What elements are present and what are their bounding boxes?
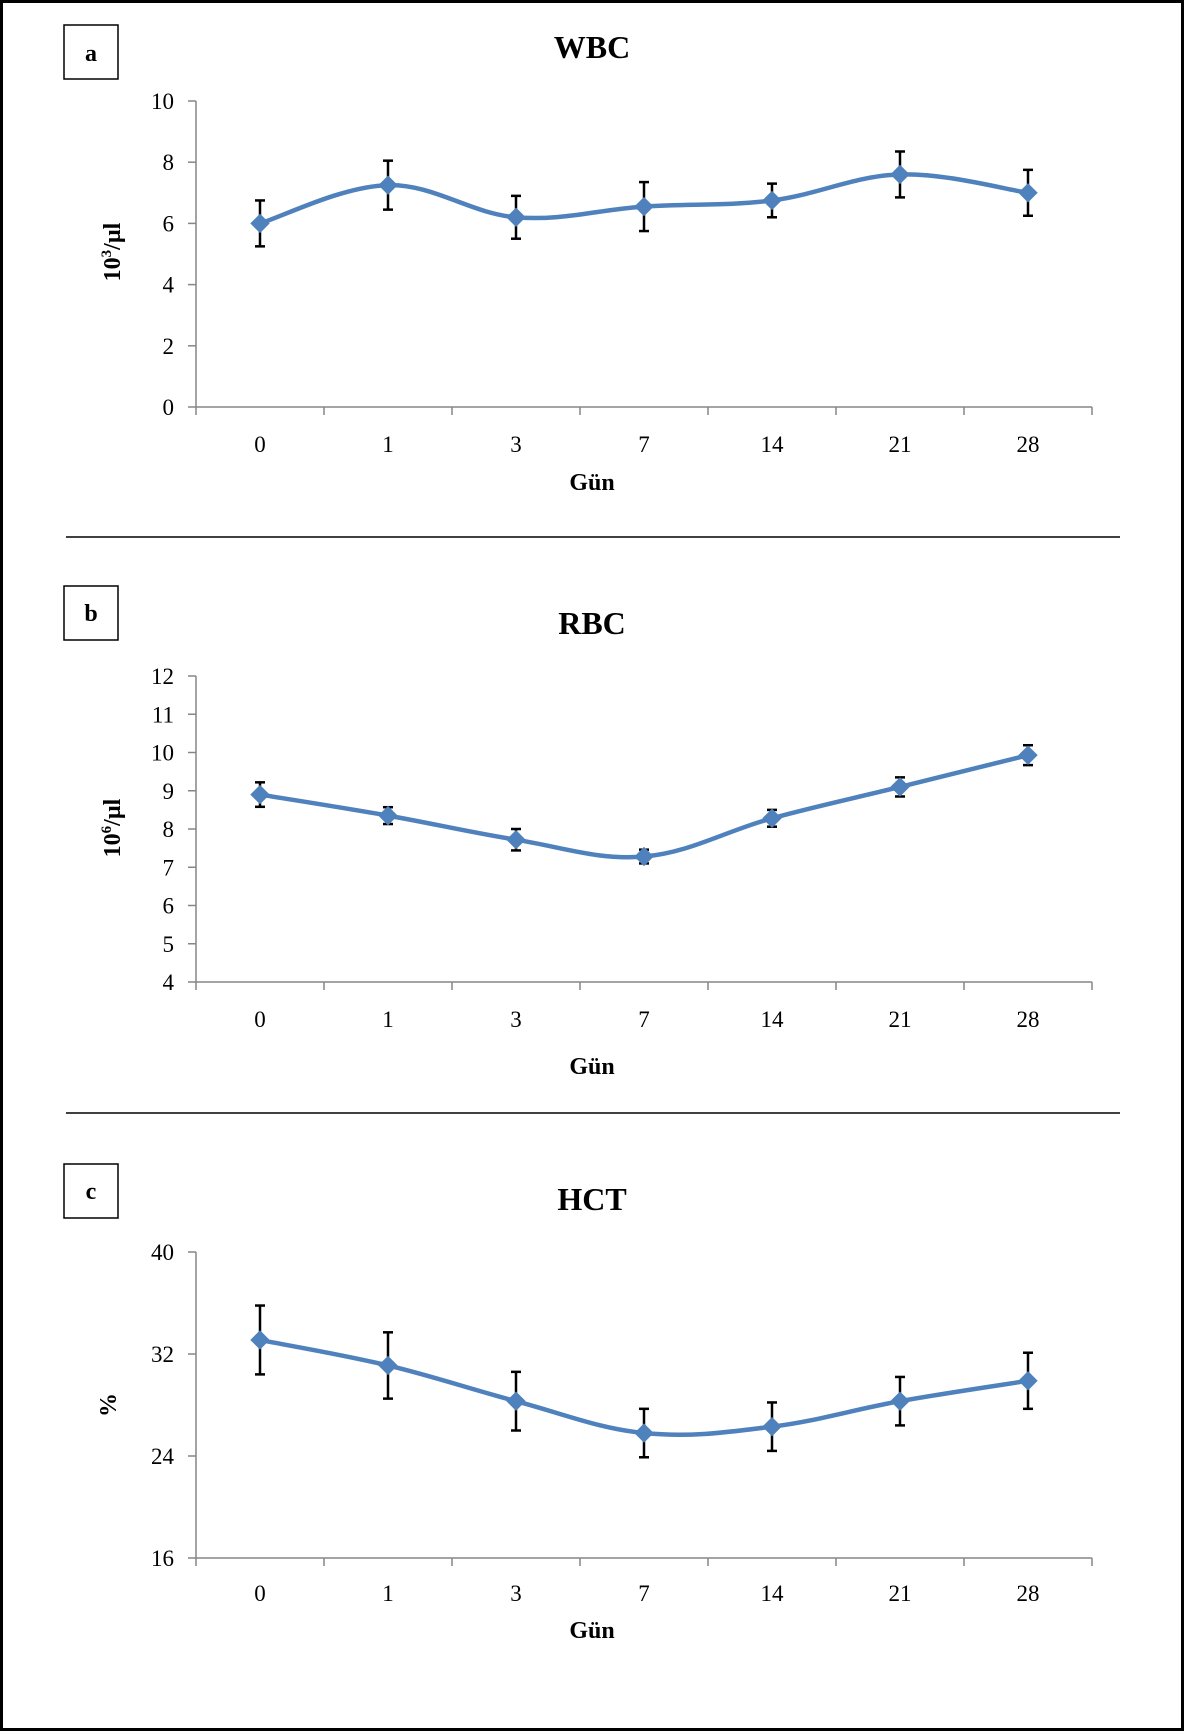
- chart-panel-c: c HCT Gün % 16 24 32 40 0 1 3 7 14 21 28: [63, 1163, 1093, 1644]
- y-tick-label: 11: [152, 702, 174, 727]
- x-tick-label: 3: [510, 1581, 522, 1606]
- y-tick-label: 12: [151, 664, 174, 689]
- y-tick-label: 10: [151, 741, 174, 766]
- x-tick-label: 21: [889, 432, 912, 457]
- y-tick-label: 6: [163, 211, 175, 236]
- y-axis-label: %: [96, 1393, 122, 1417]
- x-tick-label: 14: [761, 432, 785, 457]
- y-axis-label-base: 10: [100, 257, 126, 281]
- panel-label: c: [86, 1179, 97, 1205]
- x-tick-label: 14: [761, 1581, 785, 1606]
- data-point: [762, 190, 782, 211]
- y-tick-label: 24: [151, 1444, 175, 1469]
- x-tick-label: 3: [510, 432, 522, 457]
- data-point: [506, 830, 526, 850]
- y-axis-label-base: %: [96, 1393, 122, 1417]
- data-point: [1018, 183, 1038, 203]
- x-tick-label: 0: [254, 432, 266, 457]
- data-point: [762, 808, 782, 828]
- data-point: [250, 784, 270, 805]
- y-tick-label: 10: [151, 89, 174, 114]
- plot-area: 16 24 32 40 0 1 3 7 14 21 28: [151, 1240, 1093, 1606]
- y-axis-label: 103/µl: [99, 222, 126, 281]
- y-axis-label-base: 10: [100, 833, 126, 857]
- data-point: [378, 175, 398, 195]
- data-point: [634, 1423, 654, 1443]
- x-tick-label: 7: [638, 432, 650, 457]
- y-tick-label: 2: [163, 334, 175, 359]
- x-tick-label: 7: [638, 1581, 650, 1606]
- y-axis-label-superscript: 6: [99, 825, 115, 833]
- y-tick-label: 8: [163, 150, 175, 175]
- data-point: [506, 207, 526, 227]
- y-tick-label: 40: [151, 1240, 174, 1265]
- chart-title: WBC: [554, 29, 630, 65]
- data-point: [634, 846, 654, 867]
- panel-label-box: [63, 24, 119, 80]
- x-tick-label: 3: [510, 1007, 522, 1032]
- data-point: [890, 164, 910, 185]
- panel-label: b: [84, 601, 97, 627]
- y-tick-label: 6: [163, 894, 175, 919]
- y-axis-label-unit: /µl: [100, 798, 126, 826]
- plot-area: 4 5 6 7 8 9 10 11 12 0 1 3 7 14 21 28: [151, 664, 1093, 1032]
- data-point: [1018, 1371, 1038, 1391]
- x-tick-label: 0: [254, 1581, 266, 1606]
- y-tick-label: 7: [163, 855, 175, 880]
- y-tick-label: 9: [163, 779, 175, 804]
- x-tick-label: 1: [382, 1007, 394, 1032]
- data-point: [250, 213, 270, 234]
- data-point: [890, 777, 910, 797]
- panel-label: a: [85, 41, 97, 67]
- x-tick-label: 21: [889, 1581, 912, 1606]
- y-tick-label: 4: [163, 273, 175, 298]
- x-tick-label: 1: [382, 432, 394, 457]
- panel-label-box: [63, 1163, 119, 1219]
- x-axis-label: Gün: [569, 1054, 614, 1080]
- x-tick-label: 21: [889, 1007, 912, 1032]
- data-point: [1018, 745, 1038, 765]
- y-axis-label-unit: /µl: [100, 222, 126, 250]
- x-tick-label: 28: [1017, 1007, 1040, 1032]
- x-tick-label: 28: [1017, 432, 1040, 457]
- y-tick-label: 5: [163, 932, 175, 957]
- x-tick-label: 0: [254, 1007, 266, 1032]
- data-point: [890, 1391, 910, 1411]
- y-tick-label: 4: [163, 970, 175, 995]
- panel-label-box: [63, 585, 119, 641]
- x-tick-label: 28: [1017, 1581, 1040, 1606]
- chart-title: RBC: [558, 605, 626, 641]
- data-point: [762, 1416, 782, 1437]
- y-tick-label: 8: [163, 817, 175, 842]
- plot-area: 0 2 4 6 8 10 0 1 3 7 14 21 28: [151, 89, 1093, 457]
- y-tick-label: 0: [163, 395, 175, 420]
- y-tick-label: 32: [151, 1342, 174, 1367]
- y-tick-label: 16: [151, 1546, 174, 1571]
- data-point: [378, 1355, 398, 1376]
- x-tick-label: 1: [382, 1581, 394, 1606]
- data-point: [506, 1391, 526, 1411]
- y-axis-label-superscript: 3: [99, 250, 115, 258]
- data-point: [250, 1330, 270, 1350]
- x-tick-label: 7: [638, 1007, 650, 1032]
- y-axis-label: 106/µl: [99, 798, 126, 857]
- x-axis-label: Gün: [569, 1618, 614, 1644]
- data-point: [378, 805, 398, 826]
- x-tick-label: 14: [761, 1007, 785, 1032]
- data-point: [634, 196, 654, 217]
- chart-title: HCT: [557, 1181, 626, 1217]
- x-axis-label: Gün: [569, 470, 614, 496]
